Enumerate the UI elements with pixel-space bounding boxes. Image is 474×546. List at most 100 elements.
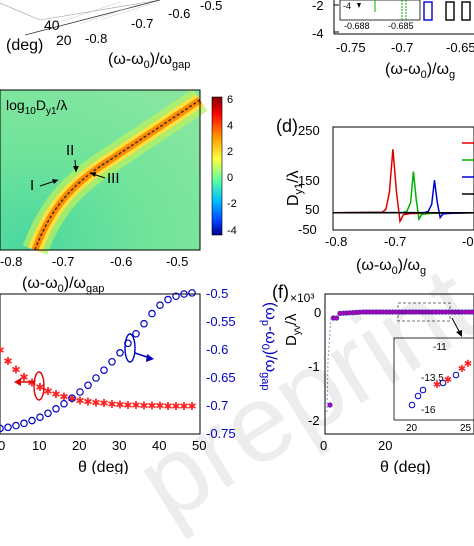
e-blue-circle-point — [188, 289, 196, 297]
f-inset-ytick-2: -16 — [421, 405, 436, 416]
c-xtick-0: -0.8 — [0, 254, 22, 269]
figure-canvas: 40 20 (deg) -0.8 -0.7 -0.6 -0.5 (ω-ω0)/ω… — [0, 0, 474, 474]
d-panel-label: (d) — [276, 116, 298, 136]
e-red-arrow — [14, 378, 21, 386]
e-xtick-0: 0 — [0, 438, 5, 453]
c-xtick-1: -0.7 — [52, 254, 74, 269]
e-blue-arrow — [146, 354, 154, 362]
e-red-star-point: ✱ — [123, 400, 132, 412]
d-ytick-0: 250 — [298, 123, 320, 138]
c-label-III: III — [107, 170, 120, 187]
d-series-line-0 — [332, 149, 474, 224]
e-axes — [0, 293, 201, 435]
e-blue-circle-point — [44, 409, 52, 418]
axis2-tick-2: -0.6 — [168, 6, 190, 21]
panel-c: log10Dy1/λ I II III -0.8 -0.7 -0.6 -0.5 … — [0, 89, 237, 295]
f-ytick-0: 0 — [314, 305, 321, 320]
e-red-star-point: ✱ — [51, 389, 60, 401]
e-red-star-point: ✱ — [3, 356, 12, 368]
axis2-label: (ω-ω0)/ωgap — [108, 51, 190, 71]
b-xtick-2: -0.65 — [446, 40, 474, 55]
e-ytick-r-0: -0.5 — [206, 286, 228, 301]
b-inset-ytick: -4 — [343, 1, 351, 11]
e-ytick-r-4: -0.7 — [206, 398, 228, 413]
f-inset-point — [452, 371, 460, 379]
d-series-group — [332, 149, 474, 224]
axis2-tick-0: -0.8 — [85, 31, 107, 46]
f-ytick-1: -1 — [308, 359, 320, 374]
c-cbar-tick-4: -2 — [227, 198, 237, 210]
e-blue-circle-point — [180, 290, 188, 298]
f-inset-ytick-1: -13.5 — [421, 373, 444, 384]
d-xtick-1: -0.7 — [384, 234, 406, 249]
e-ytick-r-2: -0.6 — [206, 342, 228, 357]
f-series-group — [326, 309, 474, 413]
e-red-star-point: ✱ — [11, 365, 20, 377]
e-blue-circle-point — [20, 419, 28, 428]
f-inset-xtick-0: 20 — [406, 423, 418, 434]
f-data-point — [469, 309, 474, 315]
d-ytick-1: 150 — [298, 173, 320, 188]
b-inset-xtick-0: -0.688 — [344, 21, 370, 31]
c-xtick-2: -0.6 — [110, 254, 132, 269]
f-zoom-box — [397, 302, 451, 322]
e-red-star-point: ✱ — [35, 382, 44, 394]
e-red-star-point: ✱ — [131, 400, 140, 412]
f-data-point — [334, 315, 340, 321]
b-xtick-1: -0.7 — [391, 40, 413, 55]
e-blue-circle-point — [76, 388, 84, 396]
e-xtick-3: 30 — [112, 438, 126, 453]
e-blue-circle-point — [0, 424, 4, 433]
b-ytick-1: -4 — [312, 26, 324, 41]
e-blue-circle-point — [12, 421, 20, 430]
e-red-star-point: ✱ — [163, 401, 172, 413]
d-xlabel: (ω-ω0)/ωg — [356, 257, 426, 277]
e-blue-circle-point — [148, 309, 156, 318]
e-ytick-r-5: -0.75 — [206, 426, 236, 441]
panel-b-fragment: -2 -4 -0.75 -0.7 -0.65 (ω-ω0)/ωg -4 -0.6… — [312, 0, 474, 81]
e-series-group: ✱✱✱✱✱✱✱✱✱✱✱✱✱✱✱✱✱✱✱✱✱✱✱✱✱ — [0, 289, 197, 433]
f-descent-line — [326, 317, 332, 413]
e-blue-circle-point — [172, 292, 180, 301]
e-red-star-point: ✱ — [91, 398, 100, 410]
d-xtick-0: -0.8 — [325, 234, 347, 249]
c-xlabel: (ω-ω0)/ωgap — [22, 275, 104, 295]
axis2-tick-1: -0.7 — [131, 16, 153, 31]
e-blue-circle-point — [164, 295, 172, 304]
f-inset-point — [414, 392, 422, 400]
e-red-star-point: ✱ — [27, 377, 36, 389]
panel-f: (f) Dyv/λ ×10³ 0 -1 -2 -11 -13.5 -16 ✱ ✱✱… — [272, 282, 474, 474]
e-red-star-point: ✱ — [107, 399, 116, 411]
f-inset-point — [439, 379, 447, 387]
d-ylabel: Dy1/λ — [285, 170, 305, 206]
f-panel-label: (f) — [272, 282, 289, 302]
e-red-star-point: ✱ — [139, 400, 148, 412]
f-inset-point: ✱ — [458, 364, 466, 375]
b-ytick-0: -2 — [312, 0, 324, 13]
e-red-star-point: ✱ — [19, 372, 28, 384]
e-blue-circle-point — [92, 374, 100, 382]
f-inset-ytick-0: -11 — [433, 342, 447, 353]
e-red-star-point: ✱ — [171, 401, 180, 413]
c-cbar-tick-0: 6 — [227, 94, 233, 106]
b-xlabel: (ω-ω0)/ωg — [385, 61, 455, 81]
e-red-star-point: ✱ — [179, 401, 188, 413]
e-red-star-point: ✱ — [59, 391, 68, 403]
e-ytick-r-3: -0.65 — [206, 370, 236, 385]
d-ytick-2: 50 — [305, 202, 319, 217]
b-xtick-0: -0.75 — [336, 40, 366, 55]
e-blue-circle-point — [132, 329, 140, 338]
f-inset-point: ✱ — [433, 380, 441, 391]
e-red-star-point: ✱ — [187, 401, 196, 413]
axis1-tick-20: 20 — [56, 32, 72, 48]
d-axes — [332, 126, 474, 231]
f-inset-point: ✱ — [464, 359, 472, 370]
c-colorbar — [211, 96, 223, 236]
b-inset-xtick-1: -0.685 — [388, 21, 414, 31]
f-inset-point — [419, 386, 427, 394]
f-inset-point: ✱ — [444, 375, 452, 386]
e-red-star-point: ✱ — [75, 395, 84, 407]
e-blue-circle-point — [36, 413, 44, 422]
f-inset — [393, 337, 474, 421]
f-axes — [324, 293, 474, 435]
